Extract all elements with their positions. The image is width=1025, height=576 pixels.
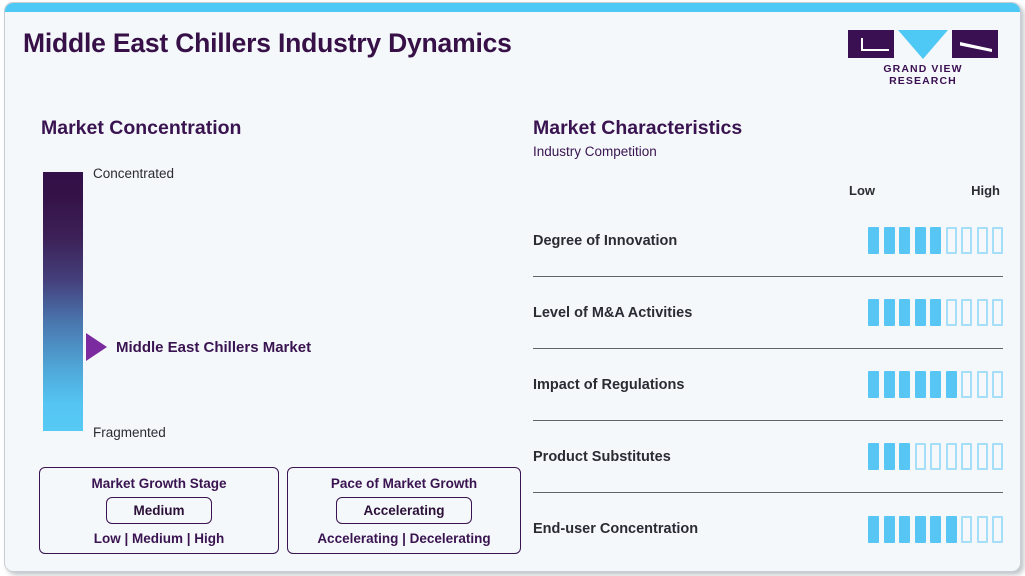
meter-segment-filled bbox=[899, 227, 910, 254]
meter-segment-empty bbox=[976, 371, 988, 398]
top-accent-bar bbox=[5, 3, 1020, 12]
meter-segment-filled bbox=[899, 443, 910, 470]
meter-scale-low-label: Low bbox=[849, 183, 875, 198]
meter-segment-empty bbox=[961, 371, 972, 398]
meter-segment-filled bbox=[899, 515, 910, 543]
pace-of-market-growth-value: Accelerating bbox=[336, 497, 472, 524]
characteristics-list: Degree of Innovation Level of M&A Activit… bbox=[533, 205, 1003, 565]
market-growth-stage-box: Market Growth Stage Medium Low | Medium … bbox=[39, 467, 279, 554]
meter-segment-empty bbox=[945, 299, 957, 326]
characteristic-label: Level of M&A Activities bbox=[533, 304, 693, 321]
market-concentration-title: Market Concentration bbox=[41, 117, 242, 139]
characteristic-row: Product Substitutes bbox=[533, 421, 1003, 493]
meter-segment-filled bbox=[868, 443, 879, 470]
logo-marks bbox=[848, 30, 998, 59]
characteristic-meter bbox=[868, 371, 1003, 398]
concentration-bottom-label: Fragmented bbox=[93, 425, 166, 440]
meter-segment-filled bbox=[868, 227, 879, 254]
meter-segment-filled bbox=[883, 371, 895, 398]
meter-segment-filled bbox=[914, 299, 926, 326]
meter-segment-empty bbox=[976, 443, 988, 470]
meter-segment-filled bbox=[883, 227, 895, 254]
pace-of-market-growth-title: Pace of Market Growth bbox=[330, 476, 478, 491]
market-concentration-panel: Market Concentration Concentrated Fragme… bbox=[41, 117, 521, 440]
meter-segment-empty bbox=[961, 443, 972, 470]
meter-segment-filled bbox=[899, 299, 910, 326]
meter-segment-filled bbox=[883, 515, 895, 543]
meter-segment-filled bbox=[914, 515, 926, 543]
market-growth-stage-title: Market Growth Stage bbox=[91, 476, 227, 491]
characteristic-label: Impact of Regulations bbox=[533, 376, 685, 393]
meter-segment-empty bbox=[976, 299, 988, 326]
meter-segment-empty bbox=[992, 515, 1003, 543]
meter-segment-filled bbox=[914, 227, 926, 254]
market-position-label: Middle East Chillers Market bbox=[116, 338, 312, 356]
meter-segment-filled bbox=[930, 299, 941, 326]
logo-block-left-icon bbox=[848, 30, 894, 58]
meter-segment-empty bbox=[914, 443, 926, 470]
marker-triangle-icon bbox=[86, 333, 107, 361]
meter-segment-empty bbox=[992, 227, 1003, 254]
concentration-scale: Concentrated Fragmented Middle East Chil… bbox=[41, 166, 521, 440]
meter-segment-empty bbox=[930, 443, 941, 470]
characteristic-meter bbox=[868, 227, 1003, 254]
meter-scale-header: Low High bbox=[533, 183, 1003, 205]
meter-segment-empty bbox=[945, 227, 957, 254]
meter-segment-empty bbox=[945, 443, 957, 470]
meter-segment-filled bbox=[930, 515, 941, 543]
characteristic-row: Impact of Regulations bbox=[533, 349, 1003, 421]
meter-segment-empty bbox=[961, 515, 972, 543]
characteristic-row: Degree of Innovation bbox=[533, 205, 1003, 277]
logo-triangle-icon bbox=[898, 30, 948, 59]
logo-block-right-icon bbox=[952, 30, 998, 58]
meter-segment-filled bbox=[868, 299, 879, 326]
meter-segment-filled bbox=[883, 299, 895, 326]
market-growth-stage-value: Medium bbox=[106, 497, 212, 524]
characteristic-meter bbox=[868, 443, 1003, 470]
meter-segment-filled bbox=[868, 515, 879, 543]
page-title: Middle East Chillers Industry Dynamics bbox=[23, 28, 512, 58]
concentration-top-label: Concentrated bbox=[93, 166, 175, 181]
market-characteristics-panel: Market Characteristics Industry Competit… bbox=[533, 117, 1003, 565]
meter-segment-filled bbox=[899, 371, 910, 398]
characteristic-label: Degree of Innovation bbox=[533, 232, 678, 249]
meter-segment-filled bbox=[930, 227, 941, 254]
meter-segment-filled bbox=[930, 371, 941, 398]
meter-segment-empty bbox=[961, 227, 972, 254]
meter-segment-empty bbox=[976, 227, 988, 254]
characteristic-label: End-user Concentration bbox=[533, 521, 699, 537]
market-position-marker: Middle East Chillers Market bbox=[86, 333, 311, 361]
characteristic-row: End-user Concentration bbox=[533, 493, 1003, 565]
meter-segment-filled bbox=[868, 371, 879, 398]
brand-logo: GRAND VIEW RESEARCH bbox=[848, 30, 998, 87]
meter-segment-empty bbox=[961, 299, 972, 326]
characteristic-meter bbox=[868, 299, 1003, 326]
meter-scale-high-label: High bbox=[971, 183, 1000, 198]
logo-wordmark: GRAND VIEW RESEARCH bbox=[883, 63, 963, 87]
meter-segment-empty bbox=[976, 515, 988, 543]
market-growth-stage-scale: Low | Medium | High bbox=[93, 531, 225, 546]
meter-segment-empty bbox=[992, 299, 1003, 326]
meter-segment-empty bbox=[992, 443, 1003, 470]
characteristic-meter bbox=[868, 515, 1003, 543]
characteristic-label: Product Substitutes bbox=[533, 448, 671, 465]
meter-segment-filled bbox=[883, 443, 895, 470]
pace-of-market-growth-scale: Accelerating | Decelerating bbox=[317, 531, 491, 546]
meter-segment-empty bbox=[992, 371, 1003, 398]
infographic-card: Middle East Chillers Industry Dynamics G… bbox=[4, 2, 1021, 572]
pace-of-market-growth-box: Pace of Market Growth Accelerating Accel… bbox=[287, 467, 521, 554]
characteristic-row: Level of M&A Activities bbox=[533, 277, 1003, 349]
meter-segment-filled bbox=[914, 371, 926, 398]
market-characteristics-title: Market Characteristics bbox=[533, 117, 743, 139]
concentration-gradient-bar bbox=[43, 172, 83, 431]
stat-box-row: Market Growth Stage Medium Low | Medium … bbox=[39, 467, 521, 554]
market-characteristics-subtitle: Industry Competition bbox=[533, 144, 657, 159]
meter-segment-filled bbox=[945, 371, 957, 398]
meter-segment-filled bbox=[945, 515, 957, 543]
